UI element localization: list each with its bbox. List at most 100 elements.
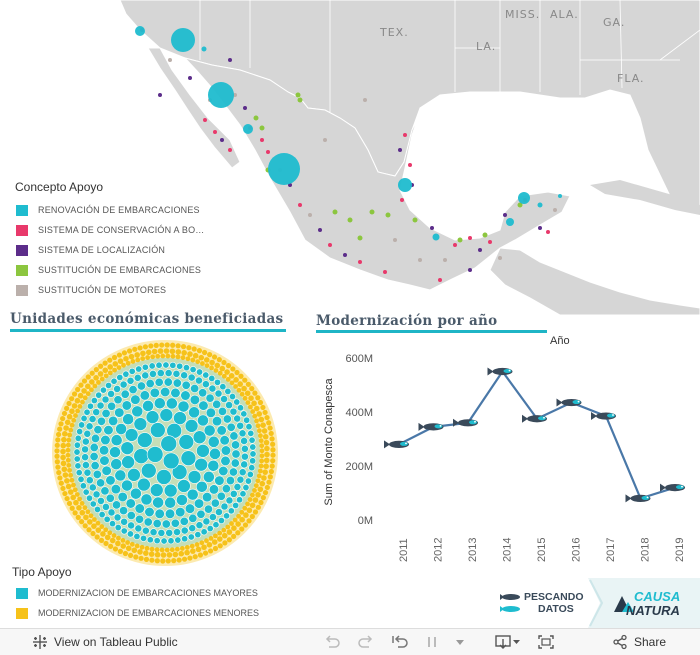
bubble-menores[interactable] — [170, 342, 176, 348]
bubble-menores[interactable] — [184, 549, 190, 556]
bubble-menores[interactable] — [189, 543, 195, 549]
bubble-mayores[interactable] — [145, 379, 155, 389]
bubble-menores[interactable] — [252, 390, 258, 396]
bubble-menores[interactable] — [264, 445, 270, 452]
bubble-menores[interactable] — [199, 540, 205, 546]
bubble-mayores[interactable] — [225, 496, 234, 505]
bubble-menores[interactable] — [222, 540, 228, 546]
bubble-menores[interactable] — [172, 551, 179, 558]
bubble-menores[interactable] — [263, 439, 270, 446]
bubble-menores[interactable] — [242, 522, 249, 528]
bubble-mayores[interactable] — [160, 537, 168, 545]
bubble-menores[interactable] — [258, 416, 265, 423]
fish-marker[interactable] — [660, 483, 685, 492]
bubble-menores[interactable] — [116, 535, 121, 541]
bubble-menores[interactable] — [159, 342, 165, 348]
bubble-menores[interactable] — [96, 380, 101, 385]
bubble-menores[interactable] — [231, 533, 237, 539]
bubble-menores[interactable] — [204, 538, 209, 544]
bubble-mayores[interactable] — [214, 389, 223, 398]
bubble-menores[interactable] — [138, 555, 144, 561]
bubble-mayores[interactable] — [247, 429, 255, 437]
bubble-mayores[interactable] — [202, 517, 211, 526]
bubble-menores[interactable] — [231, 525, 237, 532]
bubble-menores[interactable] — [241, 385, 247, 392]
bubble-mayores[interactable] — [212, 399, 222, 409]
bubble-menores[interactable] — [65, 447, 71, 453]
bubble-menores[interactable] — [259, 480, 266, 487]
bubble-menores[interactable] — [170, 353, 176, 359]
bubble-mayores[interactable] — [74, 434, 82, 442]
bubble-menores[interactable] — [258, 438, 264, 444]
bubble-menores[interactable] — [79, 501, 85, 506]
bubble-menores[interactable] — [160, 558, 166, 564]
bubble-mayores[interactable] — [248, 436, 256, 444]
bubble-menores[interactable] — [108, 543, 114, 549]
bubble-mayores[interactable] — [194, 531, 202, 539]
bubble-menores[interactable] — [262, 489, 269, 496]
bubble-mayores[interactable] — [146, 446, 164, 463]
bubble-menores[interactable] — [86, 519, 93, 525]
bubble-mayores[interactable] — [242, 484, 250, 492]
bubble-mayores[interactable] — [152, 519, 162, 529]
bubble-menores[interactable] — [197, 552, 204, 558]
bubble-menores[interactable] — [103, 540, 109, 547]
bubble-menores[interactable] — [224, 369, 230, 375]
bubble-menores[interactable] — [255, 504, 261, 510]
bubble-menores[interactable] — [201, 544, 207, 551]
bubble-menores[interactable] — [239, 526, 245, 532]
bubble-menores[interactable] — [77, 496, 83, 502]
bubble-menores[interactable] — [219, 365, 226, 372]
bubble-mayores[interactable] — [140, 534, 148, 542]
bubble-menores[interactable] — [134, 543, 140, 549]
bubble-mayores[interactable] — [141, 363, 149, 371]
bubble-menores[interactable] — [111, 354, 118, 361]
bubble-mayores[interactable] — [175, 506, 186, 518]
bubble-mayores[interactable] — [85, 476, 94, 485]
bubble-mayores[interactable] — [130, 487, 142, 500]
bubble-menores[interactable] — [69, 408, 75, 415]
bubble-mayores[interactable] — [211, 416, 223, 427]
bubble-menores[interactable] — [77, 392, 84, 399]
bubble-mayores[interactable] — [74, 462, 82, 470]
bubble-menores[interactable] — [247, 404, 253, 410]
bubble-menores[interactable] — [56, 431, 62, 438]
bubble-menores[interactable] — [263, 463, 269, 470]
bubble-menores[interactable] — [206, 542, 213, 548]
bubble-menores[interactable] — [178, 550, 185, 557]
bubble-mayores[interactable] — [180, 450, 197, 467]
bubble-mayores[interactable] — [77, 475, 85, 483]
bubble-menores[interactable] — [73, 499, 79, 506]
bubble-mayores[interactable] — [133, 417, 148, 431]
bubble-menores[interactable] — [137, 345, 143, 351]
bubble-menores[interactable] — [171, 558, 177, 564]
bubble-mayores[interactable] — [176, 494, 188, 506]
bubble-menores[interactable] — [179, 546, 185, 551]
bubble-mayores[interactable] — [176, 362, 184, 370]
bubble-menores[interactable] — [135, 357, 141, 363]
bubble-mayores[interactable] — [229, 393, 237, 401]
bubble-mayores[interactable] — [85, 422, 94, 431]
bubble-menores[interactable] — [208, 535, 214, 541]
bubble-menores[interactable] — [252, 497, 259, 503]
bubble-menores[interactable] — [221, 532, 228, 539]
bubble-menores[interactable] — [64, 419, 71, 426]
bubble-mayores[interactable] — [73, 448, 81, 456]
bubble-menores[interactable] — [195, 359, 201, 365]
bubble-menores[interactable] — [239, 509, 245, 515]
bubble-menores[interactable] — [249, 502, 256, 509]
bubble-menores[interactable] — [126, 348, 133, 354]
bubble-mayores[interactable] — [180, 371, 189, 380]
bubble-menores[interactable] — [258, 433, 263, 439]
bubble-mayores[interactable] — [122, 370, 130, 378]
bubble-mayores[interactable] — [144, 506, 155, 518]
bubble-mayores[interactable] — [116, 373, 124, 381]
bubble-menores[interactable] — [88, 513, 94, 519]
bubble-mayores[interactable] — [97, 496, 105, 505]
bubble-mayores[interactable] — [93, 425, 103, 435]
bubble-mayores[interactable] — [99, 455, 110, 466]
bubble-mayores[interactable] — [244, 477, 252, 485]
bubble-menores[interactable] — [107, 357, 113, 363]
bubble-mayores[interactable] — [190, 383, 200, 393]
map-data-points[interactable] — [135, 26, 562, 282]
